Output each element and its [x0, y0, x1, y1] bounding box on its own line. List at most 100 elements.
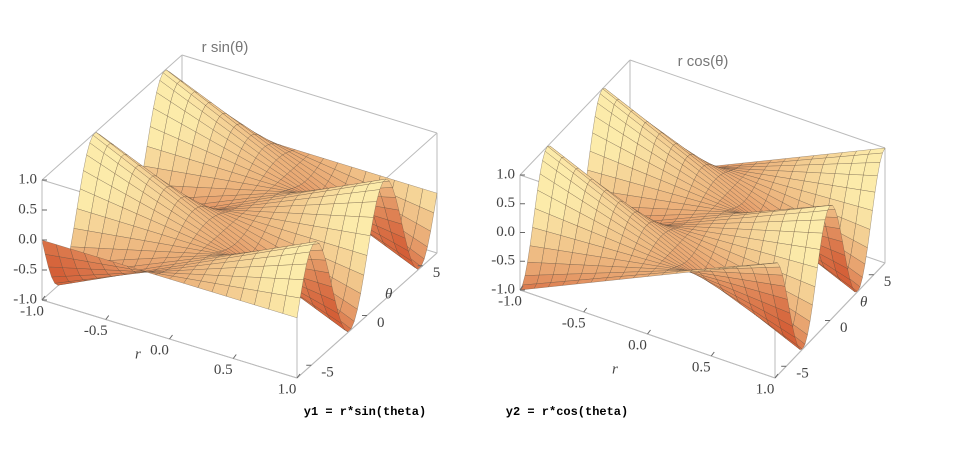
z-tick-label: 1.0 [18, 171, 37, 187]
surface-patch [796, 211, 814, 222]
x-tick [647, 329, 651, 335]
surface-patch [832, 173, 850, 188]
x-tick [105, 315, 110, 320]
y-axis-label: θ [385, 286, 393, 302]
z-tick-label: -0.5 [491, 253, 515, 269]
surface-patch [808, 219, 826, 234]
z-tick-label: -0.5 [13, 261, 37, 277]
surface-patch [41, 239, 60, 257]
x-tick [232, 354, 237, 359]
surface-patch [823, 156, 841, 165]
surface-patch [751, 267, 769, 275]
surface-patch [837, 155, 855, 165]
x-tick [41, 295, 46, 301]
surface-patch [779, 220, 797, 232]
box-edge [629, 59, 886, 149]
x-tick [774, 373, 779, 379]
y-tick-label: -5 [796, 366, 809, 382]
chart-title: r sin(θ) [202, 39, 249, 56]
surface-patch [805, 232, 823, 250]
chart-title: r cos(θ) [678, 53, 729, 70]
surface-patch [792, 164, 810, 173]
surface-patch [541, 247, 559, 264]
surface-patch [765, 266, 783, 276]
x-tick [710, 351, 715, 357]
surface-patch [581, 264, 599, 274]
z-tick-label: 0.5 [496, 195, 515, 211]
y-tick-label: -5 [321, 365, 334, 381]
surface-patch [282, 295, 301, 319]
z-tick-label: -1.0 [13, 291, 37, 307]
surface-patch [820, 163, 838, 174]
surface-patch [553, 263, 571, 275]
surface-patch [723, 222, 741, 230]
surface-patch [529, 227, 547, 249]
y-axis-label: θ [860, 294, 868, 310]
surface-patch [851, 154, 869, 164]
x-tick-label: -0.5 [84, 323, 108, 339]
z-tick-label: 1.0 [496, 166, 515, 182]
surface-patch [638, 197, 657, 209]
surface-patch [863, 162, 881, 177]
x-tick-label: 0.0 [628, 337, 647, 353]
surface-patch [524, 261, 542, 276]
z-tick-label: -1.0 [491, 281, 515, 297]
x-tick-label: -0.5 [562, 315, 586, 331]
surface-patch [595, 265, 613, 274]
surface-patch [567, 264, 585, 275]
x-tick-label: 1.0 [756, 381, 775, 397]
caption: y1 = r*sin(theta) [304, 405, 426, 419]
surface-patch [793, 220, 812, 233]
y-tick-label: 5 [433, 265, 441, 281]
x-tick [583, 307, 588, 313]
surface-patch [650, 208, 668, 216]
x-tick-label: 0.0 [150, 342, 169, 358]
surface-patch [569, 252, 587, 266]
x-tick-label: 0.5 [214, 362, 233, 378]
y-tick-label: 0 [840, 320, 848, 336]
surface-patch [768, 213, 786, 223]
x-tick [519, 285, 524, 291]
z-tick-label: 0.0 [496, 224, 515, 240]
surface-patch [737, 267, 755, 274]
x-tick-label: 0.5 [692, 359, 711, 375]
box-edge [181, 54, 438, 134]
surface-patch [846, 174, 864, 191]
surface-patch [751, 221, 769, 231]
surface-patch [527, 245, 545, 264]
surface-patch [355, 216, 374, 236]
surface-patch [777, 230, 795, 246]
surface-patch [765, 221, 783, 232]
surface-patch [285, 278, 304, 299]
surface-patch [791, 231, 809, 248]
x-tick-label: -1.0 [20, 303, 44, 319]
surface-patch [778, 165, 796, 172]
x-tick-label: -1.0 [498, 293, 522, 309]
surface-patch [806, 164, 824, 174]
surface-patch [538, 262, 557, 276]
z-tick-label: 0.0 [18, 231, 37, 247]
surface-patch [737, 222, 755, 230]
x-tick [169, 334, 173, 340]
box-edge [519, 59, 631, 176]
x-tick [296, 373, 301, 379]
y-tick-label: 0 [377, 315, 385, 331]
x-tick-label: 1.0 [278, 381, 297, 397]
surface-patch [848, 162, 867, 176]
surface-patch [760, 262, 778, 265]
x-axis-label: r [135, 346, 141, 362]
surface-patch [810, 210, 828, 221]
box-edge [41, 54, 183, 181]
surface-patch [722, 268, 741, 274]
y-tick-label: 5 [884, 274, 892, 290]
surface-patch [865, 152, 883, 164]
surface-patch [782, 212, 800, 222]
surface-patch [609, 266, 627, 273]
surface-patch [860, 174, 878, 193]
x-axis-label: r [612, 361, 618, 377]
z-tick-label: 0.5 [18, 201, 37, 217]
caption: y2 = r*cos(theta) [506, 405, 628, 419]
surface-patch [555, 250, 573, 265]
surface-patch [834, 163, 852, 175]
